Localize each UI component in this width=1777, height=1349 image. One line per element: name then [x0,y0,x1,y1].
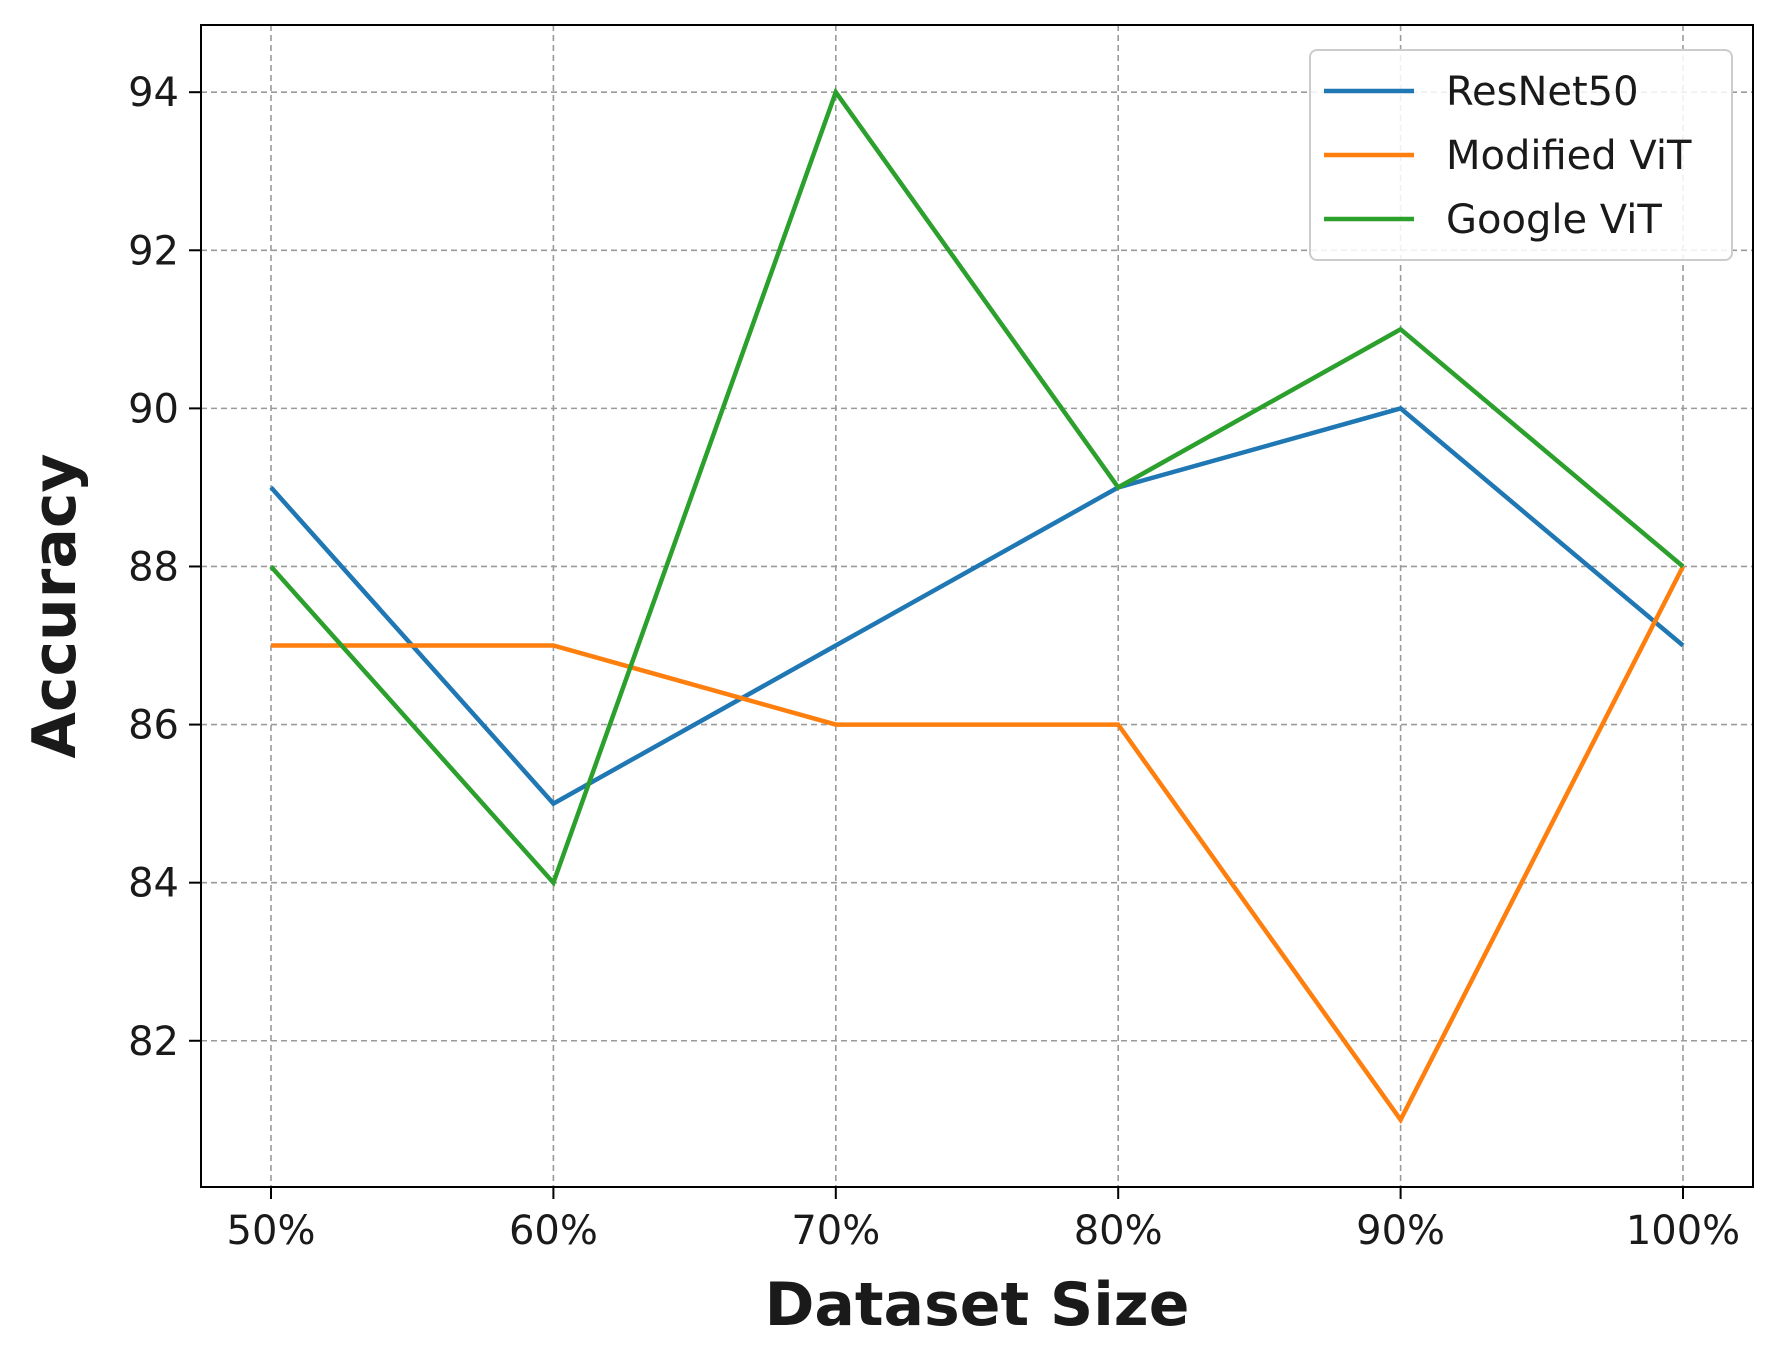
y-tick-label: 84 [128,861,179,907]
series-line-modified-vit [271,565,1686,1125]
axis-ticks: 50% 60% 70% 80% 90% 100% 82 84 86 88 90 92 94 [128,70,1740,1254]
x-tick-label: 100% [1626,1208,1740,1254]
x-tick-label: 80% [1074,1208,1163,1254]
legend-box [1309,49,1733,261]
legend-label: Modified ViT [1446,133,1692,179]
y-tick-label: 88 [128,544,179,590]
y-tick-label: 92 [128,228,179,274]
y-tick-label: 90 [128,386,179,432]
legend-label: Google ViT [1446,197,1662,243]
x-tick-label: 50% [227,1208,316,1254]
series-lines [269,87,1686,1125]
legend-label: ResNet50 [1446,69,1639,115]
legend: ResNet50 Modified ViT Google ViT [1309,49,1733,261]
y-tick-label: 94 [128,70,179,116]
x-tick-label: 70% [791,1208,880,1254]
y-axis-label: Accuracy [20,453,90,758]
y-tick-label: 82 [128,1019,179,1065]
x-tick-label: 90% [1356,1208,1445,1254]
series-line-resnet50 [269,405,1685,807]
series-line-google-vit [269,87,1685,888]
y-tick-label: 86 [128,703,179,749]
plot-frame [200,24,1754,1188]
x-axis-label: Dataset Size [765,1270,1190,1340]
x-tick-label: 60% [509,1208,598,1254]
